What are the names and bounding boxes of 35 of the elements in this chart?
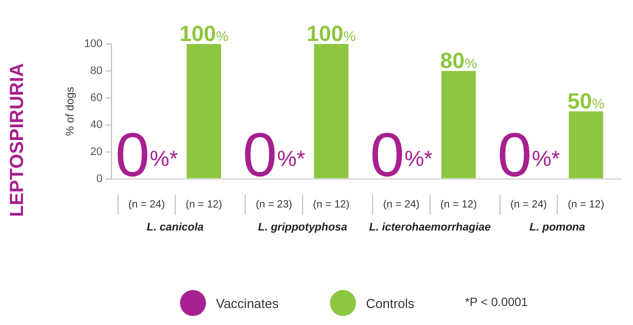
text: (n = 24) (128, 198, 165, 211)
y-tick-label: 0 (96, 172, 103, 185)
text: (n = 12) (313, 198, 350, 211)
data-label: 0%* (370, 120, 434, 190)
data-label: 0%* (497, 120, 560, 190)
data-label: 50% (568, 88, 604, 114)
text: (n = 12) (568, 198, 604, 211)
data-label: 100% (179, 21, 228, 46)
text: (n = 12) (186, 198, 222, 211)
text: (n = 12) (440, 198, 477, 211)
y-tick-label: 80 (90, 64, 103, 77)
text: *P < 0.0001 (465, 295, 528, 309)
data-label: 0%* (115, 120, 178, 190)
x-tick-label: L. icterohaemorrhagiae (369, 221, 491, 234)
y-tick-label: 40 (90, 118, 103, 131)
x-tick-label: L. pomona (530, 221, 586, 234)
y-tick-label: 100 (84, 38, 103, 50)
text: LEPTOSPIRURIA (7, 63, 29, 217)
data-label: 0%* (242, 120, 306, 190)
y-tick-label: 20 (90, 146, 103, 158)
x-tick-label: L. canicola (146, 221, 204, 234)
text: (n = 24) (510, 198, 547, 211)
text: (n = 24) (383, 198, 420, 211)
legend-label: Vaccinates (216, 296, 279, 310)
y-axis-title: % of dogs (64, 86, 77, 136)
bar (314, 44, 348, 178)
text: (n = 23) (256, 198, 292, 211)
bar (441, 70, 476, 178)
bar (186, 44, 222, 178)
data-label: 100% (306, 21, 356, 46)
y-tick-label: 60 (90, 92, 103, 104)
x-tick-label: L. grippotyphosa (258, 221, 348, 234)
legend-label: Controls (366, 296, 414, 310)
bar (568, 111, 604, 178)
data-label: 80% (440, 48, 478, 73)
